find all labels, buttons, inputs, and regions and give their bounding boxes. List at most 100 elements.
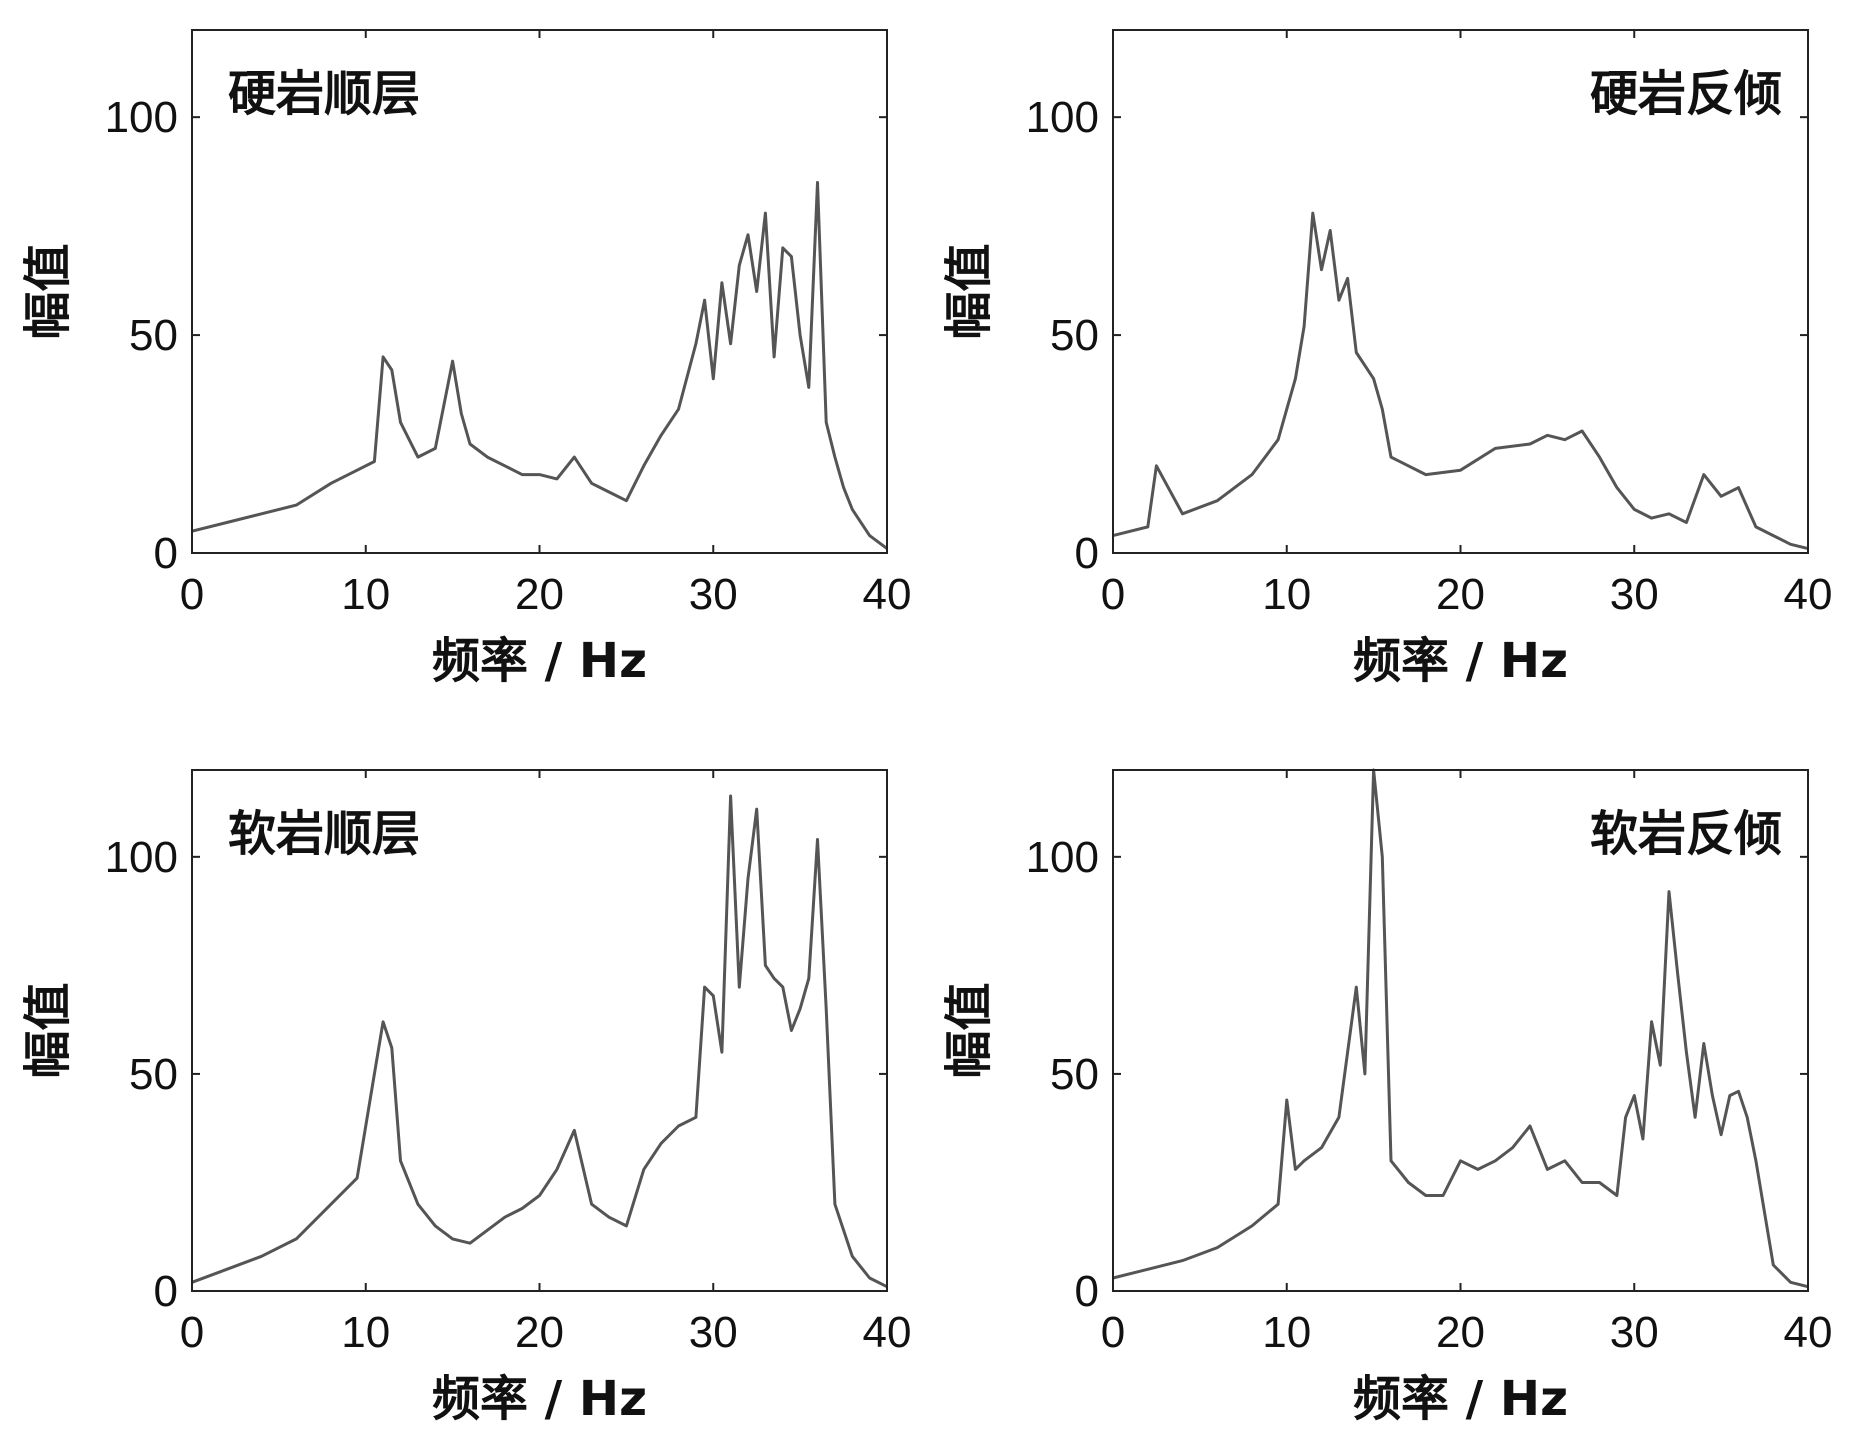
data-point xyxy=(1425,1194,1427,1197)
data-point xyxy=(825,421,827,424)
data-point xyxy=(434,447,437,450)
data-point xyxy=(1494,447,1497,450)
data-point xyxy=(799,334,801,336)
data-point xyxy=(1181,513,1184,515)
data-point xyxy=(755,808,758,810)
data-point xyxy=(1789,1281,1792,1284)
data-point xyxy=(1668,890,1670,893)
data-point xyxy=(573,456,576,458)
data-point xyxy=(1772,534,1775,537)
data-point xyxy=(1355,351,1358,354)
data-point xyxy=(1746,1116,1748,1119)
data-point xyxy=(1425,473,1427,476)
x-tick-label: 40 xyxy=(863,1308,912,1357)
data-point xyxy=(1616,486,1618,489)
data-point xyxy=(1685,1051,1688,1053)
data-point xyxy=(330,482,332,485)
data-point xyxy=(417,1203,419,1205)
data-point xyxy=(729,795,732,797)
data-point xyxy=(1155,465,1158,467)
data-point xyxy=(643,465,645,467)
y-tick-label: 100 xyxy=(105,93,178,142)
data-point xyxy=(1346,277,1349,280)
x-axis-title: 频率 / Hz xyxy=(432,1371,647,1427)
data-point xyxy=(504,1216,506,1218)
data-point xyxy=(625,1225,628,1227)
data-point xyxy=(469,443,471,445)
data-point xyxy=(590,482,593,485)
x-axis-title: 频率 / Hz xyxy=(1353,633,1568,689)
x-axis-title: 频率 / Hz xyxy=(432,633,647,689)
data-point xyxy=(1381,856,1384,858)
panel-label: 硬岩反倾 xyxy=(1590,66,1782,122)
y-tick-label: 50 xyxy=(129,1050,178,1099)
x-tick-label: 40 xyxy=(863,570,912,619)
data-point xyxy=(356,1177,358,1179)
spectrum-line-1 xyxy=(191,794,888,1289)
data-point xyxy=(738,264,741,267)
data-point xyxy=(790,255,793,258)
data-point xyxy=(868,534,871,537)
chart-panel-3: 0 10 20 30 40 0 50 100 频率 / Hz 幅值 软岩顺层 xyxy=(20,769,912,1427)
y-axis-title: 幅值 xyxy=(20,243,76,339)
data-point xyxy=(1477,1168,1479,1171)
data-point xyxy=(1407,1181,1410,1184)
y-tick-label: 0 xyxy=(154,1267,178,1316)
data-point xyxy=(1364,1073,1366,1075)
x-tick-label: 40 xyxy=(1784,1308,1833,1357)
data-point xyxy=(504,465,506,467)
data-point xyxy=(1494,1160,1497,1162)
data-point xyxy=(1147,526,1149,528)
data-point xyxy=(721,282,723,284)
data-point xyxy=(1711,1094,1714,1097)
data-point xyxy=(1659,1064,1662,1066)
data-point xyxy=(1303,325,1305,328)
data-point xyxy=(1650,517,1653,519)
data-point xyxy=(1442,1194,1444,1197)
data-point xyxy=(556,1168,558,1171)
data-point xyxy=(1703,1042,1705,1045)
chart-panel-2: 0 10 20 30 40 0 50 100 频率 / Hz 幅值 硬岩反倾 xyxy=(941,29,1832,689)
data-point xyxy=(1529,443,1531,445)
y-tick-label: 50 xyxy=(1050,1050,1099,1099)
data-point xyxy=(1729,1094,1731,1097)
x-tick-label: 0 xyxy=(180,570,204,619)
data-point xyxy=(834,1203,836,1205)
data-point xyxy=(417,456,419,458)
x-tick-label: 30 xyxy=(1610,1308,1659,1357)
data-point xyxy=(782,247,784,249)
data-point xyxy=(434,1225,437,1227)
data-point xyxy=(399,1160,402,1162)
data-point xyxy=(1737,486,1740,489)
y-tick-label: 0 xyxy=(1075,529,1099,578)
data-point xyxy=(1564,1160,1566,1162)
data-point xyxy=(1251,1225,1253,1227)
data-point xyxy=(1546,434,1549,437)
data-point xyxy=(1633,1094,1636,1097)
y-axis-title: 幅值 xyxy=(20,982,76,1078)
data-point xyxy=(703,299,706,302)
data-point xyxy=(391,369,393,371)
y-tick-label: 0 xyxy=(154,529,178,578)
data-point xyxy=(712,377,715,380)
data-point xyxy=(703,986,706,988)
x-axis-title: 频率 / Hz xyxy=(1353,1371,1568,1427)
data-point xyxy=(1564,438,1566,441)
data-point xyxy=(825,1008,827,1010)
data-point xyxy=(573,1129,576,1132)
data-point xyxy=(1338,1116,1340,1119)
x-tick-label: 0 xyxy=(1101,1308,1125,1357)
y-axis-title: 幅值 xyxy=(941,243,997,339)
data-point xyxy=(1650,1021,1653,1023)
data-point xyxy=(868,1277,871,1279)
data-point xyxy=(677,1125,680,1127)
data-point xyxy=(460,412,463,415)
data-point xyxy=(1355,986,1358,988)
x-tick-label: 20 xyxy=(515,1308,564,1357)
panel-label: 硬岩顺层 xyxy=(228,66,420,122)
data-point xyxy=(851,508,854,511)
x-tick-label: 20 xyxy=(1436,1308,1485,1357)
data-point xyxy=(1294,377,1297,380)
data-point xyxy=(295,504,298,506)
data-point xyxy=(695,1116,697,1119)
